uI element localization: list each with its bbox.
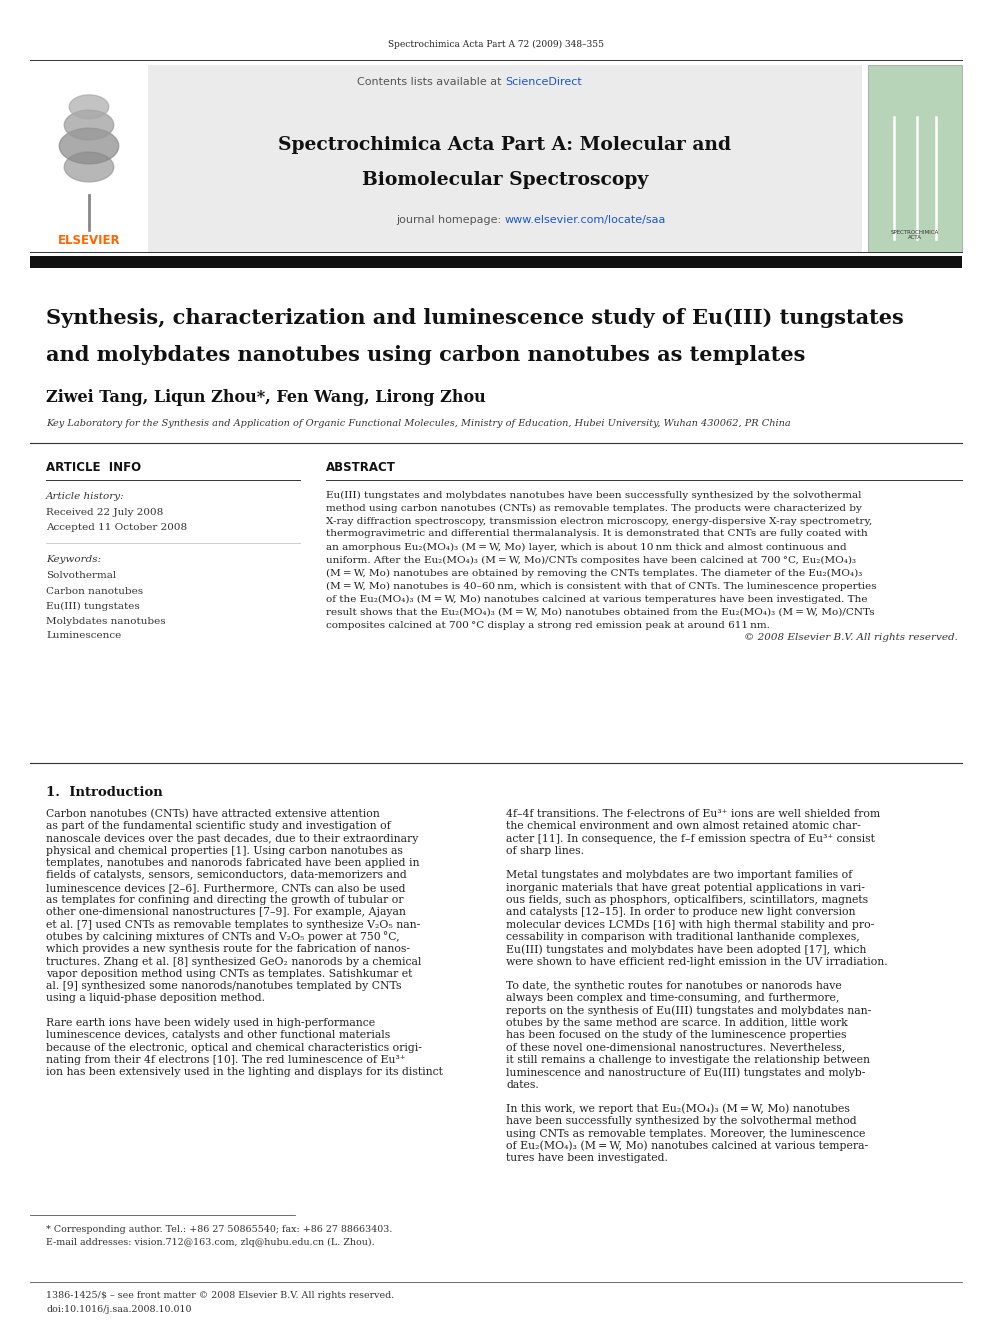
Text: (M = W, Mo) nanotubes are obtained by removing the CNTs templates. The diameter : (M = W, Mo) nanotubes are obtained by re… [326,569,862,578]
Text: tures have been investigated.: tures have been investigated. [506,1154,668,1163]
Text: composites calcined at 700 °C display a strong red emission peak at around 611 n: composites calcined at 700 °C display a … [326,620,770,630]
Text: physical and chemical properties [1]. Using carbon nanotubes as: physical and chemical properties [1]. Us… [46,845,403,856]
Polygon shape [60,128,119,164]
Text: Accepted 11 October 2008: Accepted 11 October 2008 [46,524,187,532]
Text: E-mail addresses: vision.712@163.com, zlq@hubu.edu.cn (L. Zhou).: E-mail addresses: vision.712@163.com, zl… [46,1237,375,1246]
Text: the chemical environment and own almost retained atomic char-: the chemical environment and own almost … [506,822,861,831]
Text: molecular devices LCMDs [16] with high thermal stability and pro-: molecular devices LCMDs [16] with high t… [506,919,874,930]
Text: al. [9] synthesized some nanorods/nanotubes templated by CNTs: al. [9] synthesized some nanorods/nanotu… [46,982,402,991]
Text: of the Eu₂(MO₄)₃ (M = W, Mo) nanotubes calcined at various temperatures have bee: of the Eu₂(MO₄)₃ (M = W, Mo) nanotubes c… [326,594,867,603]
Text: inorganic materials that have great potential applications in vari-: inorganic materials that have great pote… [506,882,865,893]
Text: (M = W, Mo) nanotubes is 40–60 nm, which is consistent with that of CNTs. The lu: (M = W, Mo) nanotubes is 40–60 nm, which… [326,581,877,590]
Text: as templates for confining and directing the growth of tubular or: as templates for confining and directing… [46,896,404,905]
Text: Molybdates nanotubes: Molybdates nanotubes [46,617,166,626]
Text: Eu(III) tungstates and molybdates have been adopted [17], which: Eu(III) tungstates and molybdates have b… [506,945,866,955]
Text: of sharp lines.: of sharp lines. [506,845,584,856]
Text: Spectrochimica Acta Part A: Molecular and: Spectrochimica Acta Part A: Molecular an… [279,136,731,153]
Text: nanoscale devices over the past decades, due to their extraordinary: nanoscale devices over the past decades,… [46,833,419,844]
Text: ARTICLE  INFO: ARTICLE INFO [46,462,141,475]
Text: of these novel one-dimensional nanostructures. Nevertheless,: of these novel one-dimensional nanostruc… [506,1043,845,1053]
Text: * Corresponding author. Tel.: +86 27 50865540; fax: +86 27 88663403.: * Corresponding author. Tel.: +86 27 508… [46,1225,393,1233]
Text: vapor deposition method using CNTs as templates. Satishkumar et: vapor deposition method using CNTs as te… [46,968,413,979]
Text: otubes by calcining mixtures of CNTs and V₂O₅ power at 750 °C,: otubes by calcining mixtures of CNTs and… [46,931,400,942]
Polygon shape [64,152,114,181]
Polygon shape [64,110,114,140]
Text: luminescence devices [2–6]. Furthermore, CNTs can also be used: luminescence devices [2–6]. Furthermore,… [46,882,406,893]
Text: 1.  Introduction: 1. Introduction [46,786,163,799]
Text: Luminescence: Luminescence [46,631,121,640]
Text: SPECTROCHIMICA
ACTA: SPECTROCHIMICA ACTA [891,230,939,241]
Text: © 2008 Elsevier B.V. All rights reserved.: © 2008 Elsevier B.V. All rights reserved… [744,634,958,643]
Text: www.elsevier.com/locate/saa: www.elsevier.com/locate/saa [505,216,667,225]
Text: Synthesis, characterization and luminescence study of Eu(III) tungstates: Synthesis, characterization and luminesc… [46,308,904,328]
Text: which provides a new synthesis route for the fabrication of nanos-: which provides a new synthesis route for… [46,945,410,954]
Text: of Eu₂(MO₄)₃ (M = W, Mo) nanotubes calcined at various tempera-: of Eu₂(MO₄)₃ (M = W, Mo) nanotubes calci… [506,1140,868,1151]
Text: Carbon nanotubes: Carbon nanotubes [46,586,143,595]
Text: using a liquid-phase deposition method.: using a liquid-phase deposition method. [46,994,265,1004]
Text: as part of the fundamental scientific study and investigation of: as part of the fundamental scientific st… [46,822,391,831]
Text: X-ray diffraction spectroscopy, transmission electron microscopy, energy-dispers: X-ray diffraction spectroscopy, transmis… [326,516,872,525]
Text: doi:10.1016/j.saa.2008.10.010: doi:10.1016/j.saa.2008.10.010 [46,1306,191,1315]
Text: 1386-1425/$ – see front matter © 2008 Elsevier B.V. All rights reserved.: 1386-1425/$ – see front matter © 2008 El… [46,1291,394,1301]
Text: Solvothermal: Solvothermal [46,572,116,581]
Text: has been focused on the study of the luminescence properties: has been focused on the study of the lum… [506,1031,846,1040]
Text: acter [11]. In consequence, the f–f emission spectra of Eu³⁺ consist: acter [11]. In consequence, the f–f emis… [506,833,875,844]
Text: method using carbon nanotubes (CNTs) as removable templates. The products were c: method using carbon nanotubes (CNTs) as … [326,504,862,512]
Text: Biomolecular Spectroscopy: Biomolecular Spectroscopy [362,171,648,189]
Text: Keywords:: Keywords: [46,556,101,565]
Text: Key Laboratory for the Synthesis and Application of Organic Functional Molecules: Key Laboratory for the Synthesis and App… [46,419,791,429]
Text: dates.: dates. [506,1080,539,1090]
Text: Ziwei Tang, Liqun Zhou*, Fen Wang, Lirong Zhou: Ziwei Tang, Liqun Zhou*, Fen Wang, Liron… [46,389,486,406]
Text: uniform. After the Eu₂(MO₄)₃ (M = W, Mo)/CNTs composites have been calcined at 7: uniform. After the Eu₂(MO₄)₃ (M = W, Mo)… [326,556,856,565]
Polygon shape [69,95,109,119]
Text: Eu(III) tungstates and molybdates nanotubes have been successfully synthesized b: Eu(III) tungstates and molybdates nanotu… [326,491,861,500]
Text: Received 22 July 2008: Received 22 July 2008 [46,508,164,517]
Text: otubes by the same method are scarce. In addition, little work: otubes by the same method are scarce. In… [506,1019,848,1028]
Text: 4f–4f transitions. The f-electrons of Eu³⁺ ions are well shielded from: 4f–4f transitions. The f-electrons of Eu… [506,808,880,819]
Text: Carbon nanotubes (CNTs) have attracted extensive attention: Carbon nanotubes (CNTs) have attracted e… [46,808,380,819]
Text: Article history:: Article history: [46,492,125,501]
Text: Rare earth ions have been widely used in high-performance: Rare earth ions have been widely used in… [46,1019,375,1028]
Text: ABSTRACT: ABSTRACT [326,462,396,475]
Text: an amorphous Eu₂(MO₄)₃ (M = W, Mo) layer, which is about 10 nm thick and almost : an amorphous Eu₂(MO₄)₃ (M = W, Mo) layer… [326,542,846,552]
Text: cessability in comparison with traditional lanthanide complexes,: cessability in comparison with tradition… [506,931,860,942]
Text: and molybdates nanotubes using carbon nanotubes as templates: and molybdates nanotubes using carbon na… [46,345,806,365]
Bar [868,65,962,251]
Text: Contents lists available at: Contents lists available at [357,77,505,87]
Text: reports on the synthesis of Eu(III) tungstates and molybdates nan-: reports on the synthesis of Eu(III) tung… [506,1005,871,1016]
Text: always been complex and time-consuming, and furthermore,: always been complex and time-consuming, … [506,994,839,1004]
Bar [148,65,862,251]
Text: using CNTs as removable templates. Moreover, the luminescence: using CNTs as removable templates. Moreo… [506,1129,865,1139]
Text: fields of catalysts, sensors, semiconductors, data-memorizers and: fields of catalysts, sensors, semiconduc… [46,871,407,881]
Text: tructures. Zhang et al. [8] synthesized GeO₂ nanorods by a chemical: tructures. Zhang et al. [8] synthesized … [46,957,422,967]
Text: ion has been extensively used in the lighting and displays for its distinct: ion has been extensively used in the lig… [46,1068,442,1077]
Text: ous fields, such as phosphors, opticalfibers, scintillators, magnets: ous fields, such as phosphors, opticalfi… [506,896,868,905]
Text: result shows that the Eu₂(MO₄)₃ (M = W, Mo) nanotubes obtained from the Eu₂(MO₄): result shows that the Eu₂(MO₄)₃ (M = W, … [326,607,875,617]
Bar [30,255,962,269]
Text: In this work, we report that Eu₂(MO₄)₃ (M = W, Mo) nanotubes: In this work, we report that Eu₂(MO₄)₃ (… [506,1103,850,1114]
Text: and catalysts [12–15]. In order to produce new light conversion: and catalysts [12–15]. In order to produ… [506,908,855,917]
Text: luminescence devices, catalysts and other functional materials: luminescence devices, catalysts and othe… [46,1031,390,1040]
Text: ScienceDirect: ScienceDirect [505,77,581,87]
Text: Eu(III) tungstates: Eu(III) tungstates [46,602,140,610]
Text: have been successfully synthesized by the solvothermal method: have been successfully synthesized by th… [506,1117,857,1126]
Text: thermogravimetric and differential thermalanalysis. It is demonstrated that CNTs: thermogravimetric and differential therm… [326,529,868,538]
Text: were shown to have efficient red-light emission in the UV irradiation.: were shown to have efficient red-light e… [506,957,888,967]
Text: Spectrochimica Acta Part A 72 (2009) 348–355: Spectrochimica Acta Part A 72 (2009) 348… [388,40,604,49]
Text: journal homepage:: journal homepage: [397,216,505,225]
Text: et al. [7] used CNTs as removable templates to synthesize V₂O₅ nan-: et al. [7] used CNTs as removable templa… [46,919,421,930]
Text: templates, nanotubes and nanorods fabricated have been applied in: templates, nanotubes and nanorods fabric… [46,859,420,868]
Text: Metal tungstates and molybdates are two important families of: Metal tungstates and molybdates are two … [506,871,852,881]
Text: other one-dimensional nanostructures [7–9]. For example, Ajayan: other one-dimensional nanostructures [7–… [46,908,406,917]
Text: it still remains a challenge to investigate the relationship between: it still remains a challenge to investig… [506,1054,870,1065]
Bar [30,65,148,251]
Text: luminescence and nanostructure of Eu(III) tungstates and molyb-: luminescence and nanostructure of Eu(III… [506,1068,865,1077]
Text: ELSEVIER: ELSEVIER [58,233,120,246]
Text: because of the electronic, optical and chemical characteristics origi-: because of the electronic, optical and c… [46,1043,422,1053]
Text: To date, the synthetic routes for nanotubes or nanorods have: To date, the synthetic routes for nanotu… [506,982,842,991]
Text: nating from their 4f electrons [10]. The red luminescence of Eu³⁺: nating from their 4f electrons [10]. The… [46,1054,406,1065]
